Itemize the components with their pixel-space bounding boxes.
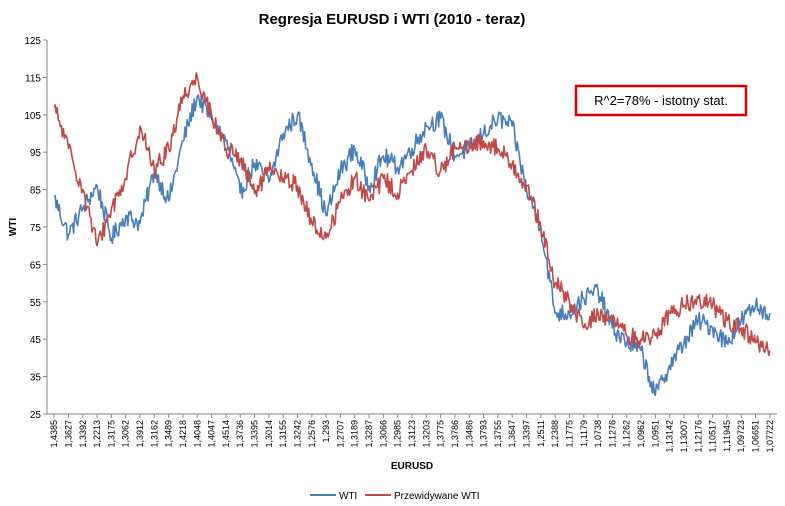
x-tick-label: 1,2388 [550, 420, 560, 448]
x-tick-label: 1,3397 [522, 420, 532, 448]
x-tick-label: 1,3627 [63, 420, 73, 448]
x-tick-label: 1,3736 [235, 420, 245, 448]
x-tick-label: 1,09723 [736, 420, 746, 453]
x-tick-label: 1,2576 [307, 420, 317, 448]
series-layer [53, 72, 771, 397]
y-tick-label: 35 [30, 373, 42, 384]
x-tick-label: 1,3162 [149, 420, 159, 448]
x-tick-label: 1,4047 [207, 420, 217, 448]
x-tick-label: 1,3203 [421, 420, 431, 448]
x-tick-label: 1,3912 [135, 420, 145, 448]
x-tick-label: 1,1179 [579, 420, 589, 447]
x-tick-label: 1,12176 [693, 420, 703, 453]
x-tick-label: 1,0951 [650, 420, 660, 448]
x-tick-label: 1,2511 [536, 420, 546, 447]
y-tick-label: 55 [30, 298, 42, 309]
y-axis-title: WTI [8, 218, 19, 237]
y-tick-label: 45 [30, 335, 42, 346]
y-tick-label: 105 [24, 111, 41, 122]
x-tick-label: 1,2985 [393, 420, 403, 448]
x-tick-label: 1,3123 [407, 420, 417, 448]
x-axis-title: EURUSD [391, 461, 433, 472]
legend-label-wti: WTI [339, 491, 357, 502]
x-tick-label: 1,0962 [636, 420, 646, 448]
y-tick-label: 85 [30, 186, 42, 197]
y-tick-label: 95 [30, 148, 42, 159]
x-tick-label: 1,1276 [607, 420, 617, 448]
chart-title: Regresja EURUSD i WTI (2010 - teraz) [259, 11, 526, 28]
x-tick-label: 1,2213 [92, 420, 102, 448]
x-tick-label: 1,3755 [493, 420, 503, 448]
legend: WTI Przewidywane WTI [310, 491, 480, 502]
x-tick-label: 1,3014 [264, 420, 274, 448]
x-tick-label: 1,3489 [164, 420, 174, 448]
y-axis-ticks: 25 35 45 55 65 75 85 95 105 115 125 [24, 36, 47, 421]
legend-label-predicted: Przewidywane WTI [394, 491, 480, 502]
x-tick-label: 1,293 [321, 420, 331, 443]
x-tick-label: 1,3793 [479, 420, 489, 448]
x-tick-label: 1,3647 [507, 420, 517, 448]
x-tick-label: 1,3395 [250, 420, 260, 448]
x-tick-label: 1,13007 [679, 420, 689, 453]
x-tick-label: 1,3155 [278, 420, 288, 448]
x-tick-label: 1,4514 [221, 420, 231, 448]
annotation-box: R^2=78% - istotny stat. [574, 84, 748, 117]
y-tick-label: 25 [30, 410, 42, 421]
x-tick-label: 1,3486 [464, 420, 474, 448]
x-tick-label: 1,3066 [378, 420, 388, 448]
x-tick-label: 1,4385 [49, 420, 59, 448]
x-tick-label: 1,3242 [292, 420, 302, 448]
y-tick-label: 75 [30, 223, 42, 234]
series-line-wti [53, 93, 771, 397]
x-tick-label: 1,10517 [708, 420, 718, 453]
x-tick-label: 1,3775 [436, 420, 446, 448]
x-tick-label: 1,3287 [364, 420, 374, 448]
x-tick-label: 1,4218 [178, 420, 188, 448]
x-axis-ticks: 1,4385 1,3627 1,3392 1,2213 1,3175 1,3062 1,39… [49, 414, 775, 453]
x-tick-label: 1,11945 [722, 420, 732, 452]
x-tick-label: 1,06651 [751, 420, 761, 453]
x-tick-label: 1,3392 [78, 420, 88, 448]
x-tick-label: 1,3189 [350, 420, 360, 448]
x-tick-label: 1,0738 [593, 420, 603, 448]
x-tick-label: 1,2707 [335, 420, 345, 448]
x-tick-label: 1,1262 [622, 420, 632, 448]
y-tick-label: 125 [24, 36, 41, 47]
x-tick-label: 1,4048 [192, 420, 202, 448]
y-tick-label: 115 [25, 73, 41, 84]
x-tick-label: 1,3786 [450, 420, 460, 448]
annotation-frame [574, 84, 748, 117]
x-tick-label: 1,3062 [121, 420, 131, 448]
series-line-predicted-wti [53, 72, 771, 357]
annotation-text: R^2=78% - istotny stat. [594, 93, 728, 108]
x-tick-label: 1,3175 [106, 420, 116, 448]
x-tick-label: 1,1775 [564, 420, 574, 448]
y-tick-label: 65 [30, 260, 42, 271]
x-tick-label: 1,07722 [765, 420, 775, 453]
x-tick-label: 1,13142 [665, 420, 675, 453]
